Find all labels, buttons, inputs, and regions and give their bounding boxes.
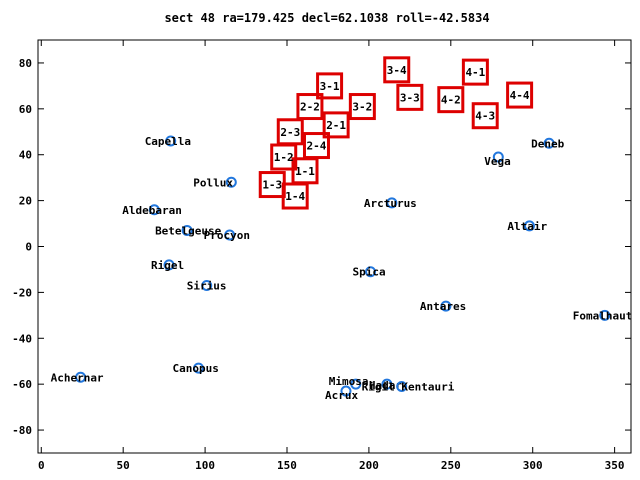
sector-box (322, 111, 350, 139)
star-label: Altair (507, 220, 547, 233)
star-label: Antares (420, 300, 466, 313)
sector-box-label: 2-1 (326, 119, 346, 132)
star-label: Deneb (531, 137, 564, 150)
y-tick-label: -60 (12, 378, 32, 391)
star-label: Procyon (204, 229, 250, 242)
y-tick-label: -40 (12, 332, 32, 345)
y-tick-label: -80 (12, 424, 32, 437)
x-tick-label: 350 (605, 459, 625, 472)
star-label: Rigel (151, 259, 184, 272)
sector-box (276, 118, 304, 146)
sector-box-label: 3-2 (352, 101, 372, 114)
sector-box (437, 86, 465, 114)
sector-box-label: 2-4 (307, 140, 327, 153)
star-point (148, 204, 160, 216)
star-point (599, 309, 611, 321)
y-tick-label: 40 (19, 149, 32, 162)
star-label: Capella (145, 135, 191, 148)
x-tick-label: 200 (359, 459, 379, 472)
star-point (225, 176, 237, 188)
star-point (224, 229, 236, 241)
star-label: Mimosa (329, 375, 369, 388)
x-tick-label: 100 (195, 459, 215, 472)
star-point (165, 135, 177, 147)
star-label: Betelgeuse (155, 224, 222, 237)
star-point (381, 378, 393, 390)
star-point (386, 197, 398, 209)
sector-box-label: 2-3 (280, 126, 300, 139)
star-point (396, 380, 408, 392)
y-tick-label: -20 (12, 286, 32, 299)
y-tick-label: 20 (19, 195, 32, 208)
star-label: Pollux (193, 176, 233, 189)
star-label: Acrux (325, 389, 358, 402)
star-point (440, 300, 452, 312)
sector-box-label: 4-2 (441, 94, 461, 107)
y-tick-label: 0 (25, 241, 32, 254)
sector-box-label: 1-4 (285, 190, 305, 203)
star-point (181, 224, 193, 236)
x-tick-label: 300 (523, 459, 543, 472)
star-point (163, 259, 175, 271)
sector-box (296, 93, 324, 121)
star-point (350, 378, 362, 390)
x-tick-label: 0 (38, 459, 45, 472)
sector-box-label: 4-3 (475, 110, 495, 123)
sector-box (302, 132, 330, 160)
sector-box-label: 1-3 (262, 179, 282, 192)
y-tick-label: 80 (19, 57, 32, 70)
sector-box-label: 3-3 (400, 91, 420, 104)
sector-box-label: 4-1 (465, 66, 485, 79)
star-label: Vega (484, 155, 511, 168)
sector-box (461, 58, 489, 86)
star-label: Canopus (173, 362, 219, 375)
star-label: Aldebaran (122, 204, 182, 217)
star-label: Spica (353, 266, 386, 279)
star-point (201, 280, 213, 292)
x-tick-label: 50 (117, 459, 130, 472)
x-tick-label: 250 (441, 459, 461, 472)
star-point (75, 371, 87, 383)
sector-box-label: 2-2 (300, 101, 320, 114)
sector-box (383, 56, 411, 84)
sector-box (281, 182, 309, 210)
star-point (340, 385, 352, 397)
star-point (193, 362, 205, 374)
star-point (365, 266, 377, 278)
star-label: Sirius (187, 280, 227, 293)
sector-box (506, 81, 534, 109)
sector-box (471, 102, 499, 130)
sector-box-label: 1-1 (295, 165, 315, 178)
sector-box-label: 4-4 (510, 89, 530, 102)
star-label: Fomalhaut (573, 309, 633, 322)
y-tick-label: 60 (19, 103, 32, 116)
sector-box (348, 93, 376, 121)
sector-box (316, 72, 344, 100)
x-tick-label: 150 (277, 459, 297, 472)
chart-title: sect 48 ra=179.425 decl=62.1038 roll=-42… (164, 11, 489, 25)
sector-box (396, 83, 424, 111)
star-label: Rigil Kentauri (362, 380, 455, 393)
axes: 0 50 100 150 200 250 300 350 -80 -60 -40 -20 0 20 40 60… (12, 40, 631, 472)
star-label: Arcturus (364, 197, 417, 210)
star-point (492, 151, 504, 163)
sector-box-label: 3-1 (320, 80, 340, 93)
star-label: Achernar (51, 371, 104, 384)
sector-box-label: 1-2 (274, 151, 294, 164)
star-point (523, 220, 535, 232)
sector-box-label: 3-4 (387, 64, 407, 77)
star-label: Hadar (369, 379, 402, 392)
star-point (543, 137, 555, 149)
